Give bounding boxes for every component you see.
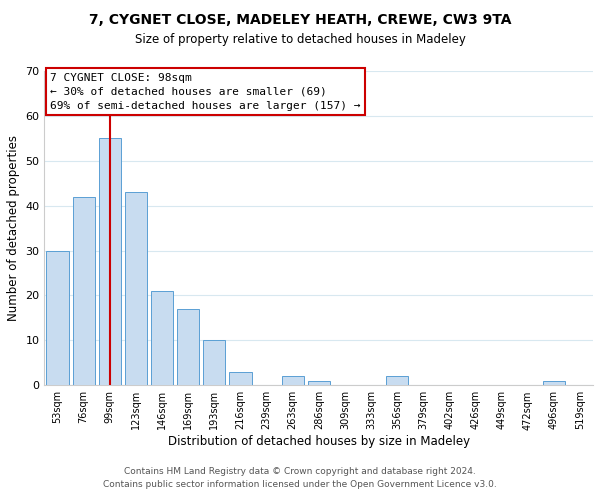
Bar xyxy=(543,381,565,386)
Text: Contains public sector information licensed under the Open Government Licence v3: Contains public sector information licen… xyxy=(103,480,497,489)
Bar xyxy=(125,192,147,386)
Bar xyxy=(229,372,251,386)
Bar xyxy=(177,309,199,386)
Text: 7, CYGNET CLOSE, MADELEY HEATH, CREWE, CW3 9TA: 7, CYGNET CLOSE, MADELEY HEATH, CREWE, C… xyxy=(89,12,511,26)
Bar xyxy=(281,376,304,386)
Bar xyxy=(203,340,226,386)
Bar xyxy=(386,376,408,386)
Bar xyxy=(46,250,68,386)
Bar xyxy=(151,291,173,386)
Bar xyxy=(308,381,330,386)
Bar xyxy=(73,196,95,386)
Text: Contains HM Land Registry data © Crown copyright and database right 2024.: Contains HM Land Registry data © Crown c… xyxy=(124,467,476,476)
Y-axis label: Number of detached properties: Number of detached properties xyxy=(7,135,20,321)
X-axis label: Distribution of detached houses by size in Madeley: Distribution of detached houses by size … xyxy=(168,435,470,448)
Text: Size of property relative to detached houses in Madeley: Size of property relative to detached ho… xyxy=(134,32,466,46)
Bar xyxy=(98,138,121,386)
Text: 7 CYGNET CLOSE: 98sqm
← 30% of detached houses are smaller (69)
69% of semi-deta: 7 CYGNET CLOSE: 98sqm ← 30% of detached … xyxy=(50,72,361,110)
